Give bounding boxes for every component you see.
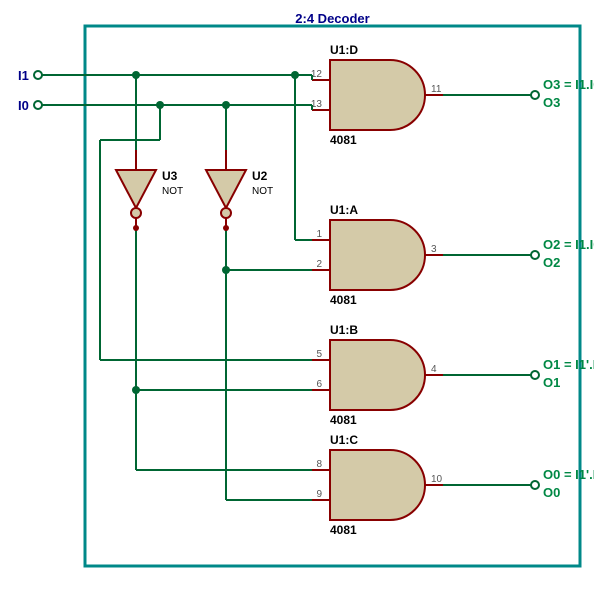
svg-text:10: 10 xyxy=(431,474,443,485)
equation-O0: O0 = I1'.I0' xyxy=(543,467,594,482)
title: 2:4 Decoder xyxy=(295,11,369,26)
svg-text:2: 2 xyxy=(316,259,322,270)
svg-text:5: 5 xyxy=(316,349,322,360)
svg-text:3: 3 xyxy=(431,244,437,255)
and-gate-U1:A xyxy=(330,220,425,290)
and-gate-U1:B xyxy=(330,340,425,410)
input-label-I1: I1 xyxy=(18,68,29,83)
svg-text:O1: O1 xyxy=(543,375,560,390)
gate-id: U1:D xyxy=(330,43,358,57)
svg-text:4081: 4081 xyxy=(330,293,357,307)
equation-O3: O3 = I1.I0 xyxy=(543,77,594,92)
svg-text:U2: U2 xyxy=(252,169,268,183)
svg-text:NOT: NOT xyxy=(252,186,273,197)
svg-text:4081: 4081 xyxy=(330,523,357,537)
and-gate-U1:D xyxy=(330,60,425,130)
svg-text:8: 8 xyxy=(316,459,322,470)
svg-text:O3: O3 xyxy=(543,95,560,110)
svg-text:NOT: NOT xyxy=(162,186,183,197)
not-gate-U2 xyxy=(206,170,246,208)
input-terminal-I1 xyxy=(34,71,42,79)
output-terminal-O2 xyxy=(531,251,539,259)
not-gate-U3 xyxy=(116,170,156,208)
input-label-I0: I0 xyxy=(18,98,29,113)
svg-text:11: 11 xyxy=(431,84,442,95)
svg-text:9: 9 xyxy=(316,489,322,500)
svg-text:4081: 4081 xyxy=(330,133,357,147)
equation-O1: O1 = I1'.I0 xyxy=(543,357,594,372)
output-terminal-O1 xyxy=(531,371,539,379)
output-terminal-O3 xyxy=(531,91,539,99)
svg-text:4: 4 xyxy=(431,364,437,375)
svg-text:U3: U3 xyxy=(162,169,178,183)
input-terminal-I0 xyxy=(34,101,42,109)
gate-id: U1:A xyxy=(330,203,358,217)
svg-text:O2: O2 xyxy=(543,255,560,270)
decoder-diagram: 2:4 DecoderI1I0121311U1:D4081O3 = I1.I0O… xyxy=(10,10,594,582)
gate-id: U1:C xyxy=(330,433,358,447)
gate-id: U1:B xyxy=(330,323,358,337)
equation-O2: O2 = I1.I0' xyxy=(543,237,594,252)
and-gate-U1:C xyxy=(330,450,425,520)
svg-text:4081: 4081 xyxy=(330,413,357,427)
output-terminal-O0 xyxy=(531,481,539,489)
svg-text:O0: O0 xyxy=(543,485,560,500)
svg-text:1: 1 xyxy=(316,229,322,240)
svg-text:6: 6 xyxy=(316,379,322,390)
